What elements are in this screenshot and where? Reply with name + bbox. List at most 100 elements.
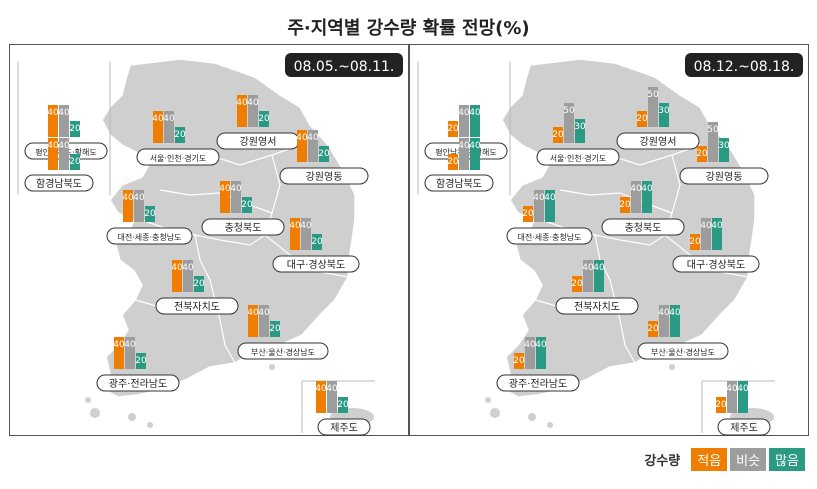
bar-value-label: 50 bbox=[707, 125, 719, 135]
bar-value-label: 20 bbox=[311, 237, 323, 247]
bar-value-label: 50 bbox=[563, 106, 575, 116]
bar bbox=[659, 103, 669, 127]
bar-value-label: 40 bbox=[124, 340, 136, 350]
bar bbox=[136, 353, 146, 369]
bar bbox=[631, 181, 641, 213]
bar bbox=[259, 305, 269, 337]
region-label-box bbox=[237, 342, 329, 360]
region-group: 20 50 30 강원영동 bbox=[679, 122, 769, 185]
bar bbox=[719, 138, 729, 162]
bar-value-label: 40 bbox=[289, 221, 301, 231]
bar-value-label: 20 bbox=[193, 279, 205, 289]
bar bbox=[697, 146, 707, 162]
island-shape bbox=[90, 408, 100, 418]
bar-value-label: 40 bbox=[230, 184, 242, 194]
bar-value-label: 40 bbox=[58, 108, 70, 118]
bar-value-label: 40 bbox=[524, 340, 536, 350]
bar-value-label: 40 bbox=[315, 384, 327, 394]
region-label-box bbox=[279, 167, 369, 185]
bar bbox=[308, 130, 318, 162]
bar bbox=[536, 337, 546, 369]
bar-value-label: 40 bbox=[300, 221, 312, 231]
region-label-box bbox=[317, 418, 371, 436]
bar-value-label: 50 bbox=[647, 90, 659, 100]
bar bbox=[523, 206, 533, 222]
region-group: 20 40 40 대전·세종·충청남도 bbox=[506, 190, 593, 245]
bar-value-label: 20 bbox=[144, 209, 156, 219]
region-label-box bbox=[536, 148, 620, 166]
bar bbox=[259, 111, 269, 127]
bar bbox=[572, 276, 582, 292]
region-group: 20 40 40 전북자치도 bbox=[555, 260, 639, 315]
region-label: 제주도 bbox=[730, 422, 758, 434]
region-group: 40 40 20 부산·울산·경상남도 bbox=[237, 305, 329, 360]
bar bbox=[553, 127, 563, 143]
period-box: 08.05.~08.11. bbox=[285, 53, 403, 77]
legend-item-normal: 비슷 bbox=[730, 447, 767, 471]
region-group: 20 50 30 서울·인천·경기도 bbox=[536, 103, 620, 166]
bar bbox=[48, 138, 58, 170]
bar bbox=[708, 122, 718, 162]
bar bbox=[642, 181, 652, 213]
bar bbox=[48, 105, 58, 137]
region-label: 부산·울산·경상남도 bbox=[251, 347, 315, 357]
bar-value-label: 20 bbox=[647, 324, 659, 334]
region-label-box bbox=[136, 148, 220, 166]
bar-value-label: 40 bbox=[58, 141, 70, 151]
region-group: 20 50 30 강원영서 bbox=[616, 87, 700, 150]
bar bbox=[59, 105, 69, 137]
bar bbox=[448, 121, 458, 137]
region-label: 전북자치도 bbox=[174, 301, 220, 313]
region-label-box bbox=[496, 374, 580, 392]
bar bbox=[301, 218, 311, 250]
bar-value-label: 20 bbox=[69, 157, 81, 167]
bar bbox=[59, 138, 69, 170]
region-label-box bbox=[506, 227, 593, 245]
region-label-box bbox=[616, 132, 700, 150]
island-shape bbox=[128, 413, 136, 421]
map-chart-week2: 08.12.~08.18.204040평안남북도·황해도204040함경남북도2… bbox=[417, 53, 803, 436]
region-label: 제주도 bbox=[330, 422, 358, 434]
bar-value-label: 40 bbox=[307, 133, 319, 143]
chart-title: 주·지역별 강수량 확률 전망(%) bbox=[287, 18, 530, 39]
bar-value-label: 40 bbox=[296, 133, 308, 143]
bar bbox=[70, 121, 80, 137]
bar bbox=[327, 381, 337, 413]
bar bbox=[125, 337, 135, 369]
bar bbox=[134, 190, 144, 222]
region-label: 강원영동 bbox=[306, 171, 343, 183]
region-group: 20 40 40 대구·경상북도 bbox=[672, 218, 760, 273]
bar-value-label: 20 bbox=[447, 124, 459, 134]
bar-value-label: 40 bbox=[737, 384, 749, 394]
bar bbox=[248, 95, 258, 127]
north-inset-frame bbox=[17, 61, 111, 195]
bar bbox=[564, 103, 574, 143]
bar bbox=[514, 353, 524, 369]
bar bbox=[659, 305, 669, 337]
bar-value-label: 40 bbox=[113, 340, 125, 350]
bar-value-label: 20 bbox=[258, 114, 270, 124]
panel-week1: 08.05.~08.11.404020평안남북도·황해도404020함경남북도4… bbox=[9, 44, 409, 436]
bar-value-label: 40 bbox=[469, 141, 481, 151]
bar-value-label: 20 bbox=[135, 356, 147, 366]
region-label-box bbox=[717, 418, 771, 436]
bar bbox=[316, 381, 326, 413]
bar bbox=[231, 181, 241, 213]
region-group: 40 40 20 충청북도 bbox=[201, 181, 285, 236]
region-group: 40 40 20 서울·인천·경기도 bbox=[136, 111, 220, 166]
region-label-box bbox=[424, 174, 494, 192]
bar-value-label: 20 bbox=[619, 200, 631, 210]
island-shape bbox=[147, 422, 153, 428]
bar-value-label: 20 bbox=[447, 157, 459, 167]
bar-value-label: 20 bbox=[689, 237, 701, 247]
region-label: 서울·인천·경기도 bbox=[150, 153, 207, 163]
bar-value-label: 40 bbox=[469, 108, 481, 118]
bar bbox=[470, 138, 480, 170]
bar-value-label: 40 bbox=[711, 221, 723, 231]
bar-value-label: 20 bbox=[696, 149, 708, 159]
region-group: 40 40 20 제주도 bbox=[315, 381, 371, 436]
bar-value-label: 40 bbox=[726, 384, 738, 394]
bar bbox=[712, 218, 722, 250]
bar bbox=[70, 154, 80, 170]
bar-value-label: 40 bbox=[326, 384, 338, 394]
